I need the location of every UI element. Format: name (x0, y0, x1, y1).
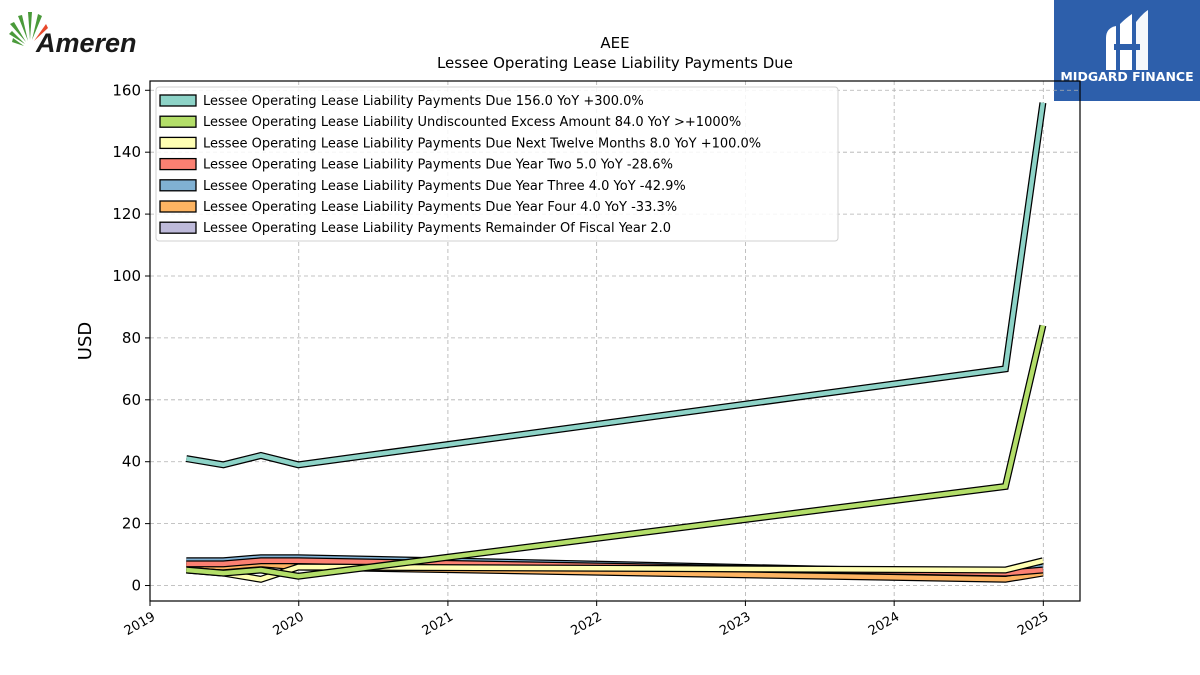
y-tick-label: 20 (122, 515, 141, 533)
x-tick-label: 2021 (420, 609, 456, 639)
chart-subtitle: Lessee Operating Lease Liability Payment… (437, 54, 793, 72)
midgard-finance-logo: MIDGARD FINANCE (1054, 0, 1200, 101)
series-line-2 (186, 324, 1047, 580)
ameren-sunburst-icon (9, 12, 48, 46)
legend-label: Lessee Operating Lease Liability Payment… (203, 200, 677, 215)
legend-box (155, 86, 839, 242)
y-tick-label: 80 (122, 329, 141, 347)
x-tick-label: 2025 (1015, 609, 1051, 639)
y-tick-label: 140 (112, 143, 141, 161)
legend: Lessee Operating Lease Liability Payment… (155, 86, 839, 242)
legend-swatch (159, 157, 197, 171)
y-tick-label: 60 (122, 391, 141, 409)
y-tick-label: 40 (122, 453, 141, 471)
legend-label: Lessee Operating Lease Liability Payment… (203, 94, 644, 109)
x-tick-label: 2022 (569, 609, 605, 639)
x-tick-label: 2020 (271, 609, 307, 639)
x-tick-label: 2024 (866, 609, 902, 639)
legend-swatch (159, 94, 197, 107)
legend-swatch (159, 221, 197, 234)
series-layer (185, 102, 1047, 583)
legend-label: Lessee Operating Lease Liability Undisco… (203, 115, 741, 130)
ameren-logo: Ameren (9, 12, 136, 58)
plot-frame (149, 80, 1081, 602)
ameren-logo-text: Ameren (35, 28, 136, 58)
x-tick-label: 2023 (717, 609, 753, 639)
x-axis: 2019 2020 2021 2022 2023 2024 2025 (122, 601, 1051, 639)
legend-label: Lessee Operating Lease Liability Payment… (203, 158, 673, 173)
y-tick-label: 120 (112, 205, 141, 223)
x-tick-label: 2019 (122, 609, 158, 639)
y-tick-label: 0 (131, 577, 141, 595)
legend-swatch (159, 179, 197, 192)
series-line-1 (185, 102, 1047, 469)
legend-swatch (159, 136, 197, 150)
legend-swatch (159, 115, 197, 128)
legend-label: Lessee Operating Lease Liability Payment… (203, 179, 686, 194)
y-axis: 0 20 40 60 80 100 120 140 160 (112, 81, 150, 595)
legend-label: Lessee Operating Lease Liability Payment… (203, 221, 671, 236)
y-tick-label: 160 (112, 81, 141, 99)
legend-label: Lessee Operating Lease Liability Payment… (203, 136, 761, 151)
chart-title: AEE (600, 34, 629, 52)
midgard-logo-text: MIDGARD FINANCE (1060, 69, 1193, 84)
y-tick-label: 100 (112, 267, 141, 285)
legend-swatch (159, 200, 197, 213)
y-axis-label: USD (75, 322, 96, 360)
series-line-4 (186, 557, 1044, 577)
midgard-emblem-icon (1106, 10, 1148, 70)
